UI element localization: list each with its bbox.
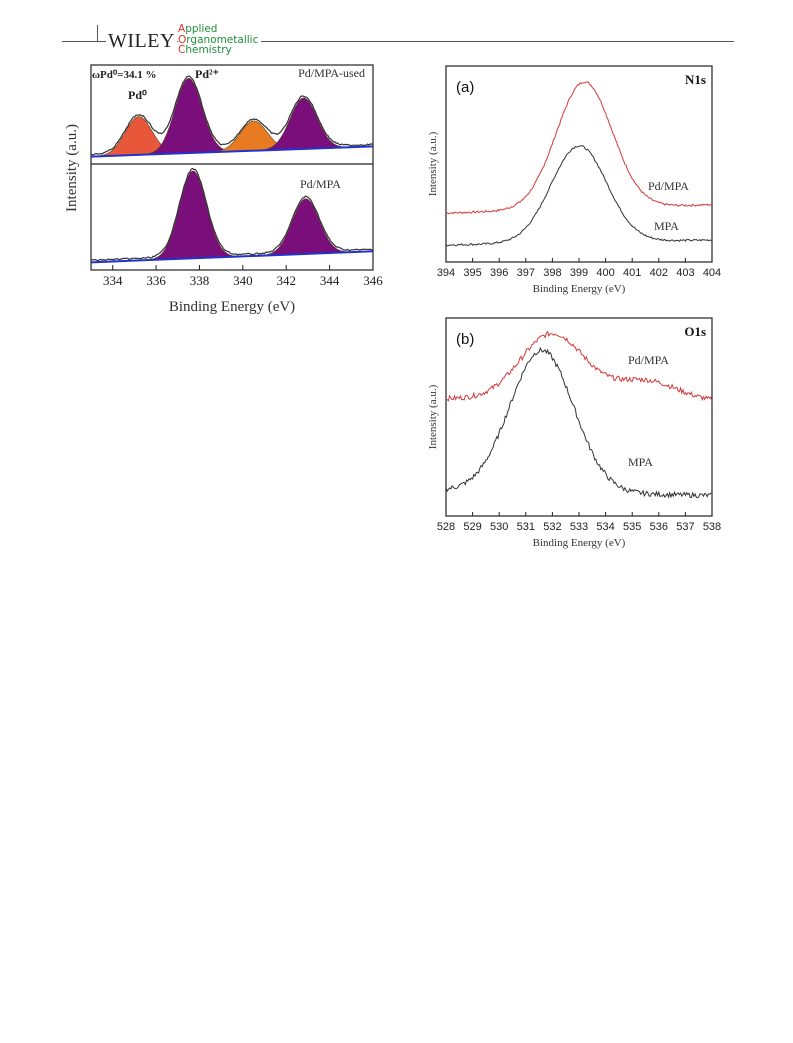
header-tick — [97, 25, 98, 42]
o1s-xtick-label-10: 538 — [703, 521, 721, 533]
o1s-xtick-label-3: 531 — [517, 521, 535, 533]
o1s-legend-pd-mpa: Pd/MPA — [628, 353, 669, 367]
pd3d-peak-label-pd0: Pd⁰ — [128, 88, 147, 102]
pd3d-used-envelope — [90, 75, 374, 156]
pd3d-xtick-label-2: 338 — [190, 273, 210, 288]
o1s-xtick-label-0: 528 — [437, 521, 455, 533]
o1s-xtick-label-6: 534 — [596, 521, 614, 533]
journal-header: WILEY Applied Organometallic Chemistry — [0, 0, 793, 60]
pd3d-bottom-sample-label: Pd/MPA — [300, 177, 341, 191]
pd3d-xtick-label-3: 340 — [233, 273, 253, 288]
n1s-xtick-label-9: 403 — [676, 267, 694, 279]
journal-line-3-rest: hemistry — [185, 44, 232, 56]
n1s-legend-mpa: MPA — [654, 219, 679, 233]
o1s-xlabel: Binding Energy (eV) — [533, 537, 626, 549]
journal-line-1: Applied — [178, 23, 218, 35]
n1s-xtick-label-5: 399 — [570, 267, 588, 279]
o1s-ylabel: Intensity (a.u.) — [427, 384, 439, 449]
o1s-panel-label: (b) — [456, 331, 474, 348]
journal-line-3: Chemistry — [178, 44, 232, 56]
n1s-legend-pd-mpa: Pd/MPA — [648, 179, 689, 193]
pd3d-xtick-label-5: 344 — [320, 273, 340, 288]
n1s-xlabel: Binding Energy (eV) — [533, 283, 626, 295]
pd3d-xtick-label-4: 342 — [276, 273, 296, 288]
n1s-panel-label: (a) — [456, 79, 474, 96]
journal-line-1-rest: pplied — [185, 23, 218, 35]
o1s-series-pd-mpa — [445, 330, 713, 402]
pd3d-peak-label-pd2: Pd²⁺ — [195, 67, 219, 81]
pd3d-fresh-baseline — [90, 250, 374, 264]
o1s-series-mpa — [445, 346, 713, 499]
o1s-xtick-label-9: 537 — [676, 521, 694, 533]
journal-line-2-rest: rganometallic — [186, 33, 259, 46]
o1s-xtick-label-7: 535 — [623, 521, 641, 533]
publisher-logo: WILEY — [106, 30, 177, 52]
o1s-title: O1s — [684, 324, 706, 339]
n1s-xtick-label-4: 398 — [543, 267, 561, 279]
journal-line-2: Organometallic — [178, 33, 259, 46]
o1s-xtick-label-4: 532 — [543, 521, 561, 533]
n1s-ylabel: Intensity (a.u.) — [427, 131, 439, 196]
pd3d-xtick-label-0: 334 — [103, 273, 123, 288]
n1s-xtick-label-7: 401 — [623, 267, 641, 279]
n1s-xtick-label-6: 400 — [596, 267, 614, 279]
o1s-frame — [445, 317, 713, 517]
pd3d-fresh-envelope — [90, 167, 374, 262]
pd3d-ylabel: Intensity (a.u.) — [64, 124, 80, 212]
n1s-series-mpa — [445, 145, 713, 247]
pd3d-used-baseline — [90, 145, 374, 158]
n1s-xtick-label-8: 402 — [650, 267, 668, 279]
o1s-xtick-label-8: 536 — [650, 521, 668, 533]
n1s-xtick-label-1: 395 — [463, 267, 481, 279]
o1s-legend-mpa: MPA — [628, 455, 653, 469]
n1s-xtick-label-10: 404 — [703, 267, 721, 279]
o1s-xtick-label-2: 530 — [490, 521, 508, 533]
journal-logo: Applied Organometallic Chemistry — [178, 23, 262, 56]
n1s-title: N1s — [685, 72, 706, 87]
header-rule — [62, 41, 734, 42]
pd3d-ratio-label: ωPd⁰=34.1 % — [92, 69, 157, 81]
n1s-xtick-label-2: 396 — [490, 267, 508, 279]
pd3d-xtick-label-1: 336 — [146, 273, 166, 288]
pd3d-top-sample-label: Pd/MPA-used — [298, 66, 365, 80]
pd3d-xlabel: Binding Energy (eV) — [169, 299, 295, 315]
n1s-xtick-label-0: 394 — [437, 267, 455, 279]
o1s-xtick-label-1: 529 — [463, 521, 481, 533]
pd3d-xtick-label-6: 346 — [363, 273, 383, 288]
n1s-series-pd-mpa — [445, 81, 713, 215]
pd3d-frame — [90, 64, 374, 271]
o1s-xtick-label-5: 533 — [570, 521, 588, 533]
n1s-xtick-label-3: 397 — [517, 267, 535, 279]
